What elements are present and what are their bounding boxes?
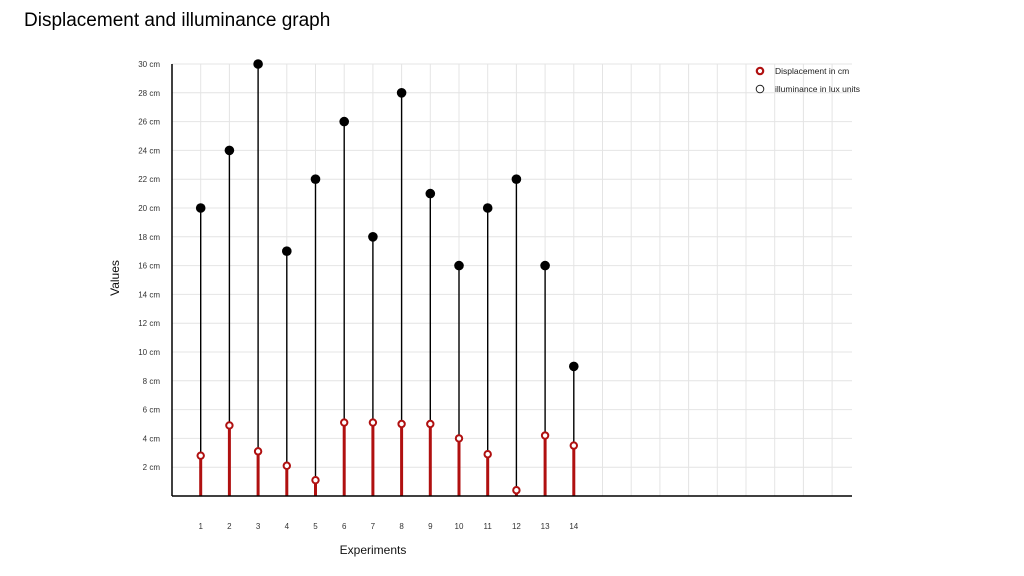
chart-title: Displacement and illuminance graph	[24, 10, 331, 31]
y-tick-label: 20 cm	[138, 204, 160, 213]
illuminance-point	[253, 59, 263, 69]
y-tick-label: 22 cm	[138, 175, 160, 184]
displacement-point	[225, 421, 234, 430]
displacement-point	[426, 419, 435, 429]
y-tick-label: 24 cm	[138, 146, 160, 155]
displacement-point	[282, 461, 291, 470]
tick-labels: 2 cm 4 cm 6 cm 8 cm 10 cm 12 cm 14 cm 16 cm 18 c…	[138, 60, 579, 531]
displacement-point	[512, 486, 521, 495]
y-tick-label: 4 cm	[143, 434, 161, 443]
illuminance-point	[569, 361, 579, 372]
legend-label-illuminance: illuminance in lux units	[775, 84, 860, 94]
x-tick-label: 12	[512, 522, 521, 531]
x-tick-label: 3	[256, 522, 261, 531]
illuminance-point	[482, 203, 493, 213]
legend-marker-displacement	[755, 66, 765, 76]
y-tick-label: 14 cm	[138, 290, 160, 299]
illuminance-point	[511, 174, 522, 184]
x-tick-label: 7	[371, 522, 376, 531]
x-tick-label: 4	[285, 522, 290, 531]
illuminance-point	[310, 174, 321, 184]
displacement-point	[311, 475, 320, 485]
x-tick-label: 13	[541, 522, 550, 531]
displacement-point	[540, 431, 550, 440]
illuminance-point	[425, 188, 436, 199]
x-tick-label: 6	[342, 522, 347, 531]
x-tick-label: 2	[227, 522, 232, 531]
stems	[195, 59, 579, 496]
y-tick-label: 10 cm	[138, 348, 160, 357]
legend-marker-illuminance	[755, 84, 765, 94]
legend: Displacement in cm illuminance in lux un…	[755, 66, 860, 94]
x-tick-label: 11	[484, 522, 493, 531]
x-tick-label: 14	[569, 522, 578, 531]
y-tick-label: 16 cm	[138, 262, 160, 271]
illuminance-point	[368, 232, 378, 242]
illuminance-point	[224, 145, 235, 156]
illuminance-point	[282, 246, 292, 256]
illuminance-point	[540, 260, 550, 271]
x-axis-label: Experiments	[340, 543, 407, 557]
displacement-point	[569, 441, 578, 450]
y-tick-label: 8 cm	[143, 377, 161, 386]
illuminance-point	[339, 116, 350, 127]
illuminance-point	[454, 260, 464, 271]
displacement-point	[340, 418, 349, 427]
x-tick-label: 9	[428, 522, 433, 531]
displacement-point	[368, 418, 378, 427]
illuminance-point	[396, 88, 407, 98]
illuminance-point	[195, 203, 206, 213]
x-tick-label: 10	[455, 522, 464, 531]
y-tick-label: 26 cm	[138, 118, 160, 127]
y-axis-label: Values	[108, 260, 122, 296]
y-tick-label: 18 cm	[138, 233, 160, 242]
grid	[172, 63, 852, 496]
x-tick-label: 5	[313, 522, 318, 531]
displacement-point	[196, 451, 205, 460]
x-tick-label: 8	[399, 522, 404, 531]
y-tick-label: 30 cm	[138, 60, 160, 69]
displacement-point	[454, 434, 464, 443]
y-tick-label: 12 cm	[138, 319, 160, 328]
legend-label-displacement: Displacement in cm	[775, 66, 849, 76]
y-tick-label: 2 cm	[143, 463, 161, 472]
y-tick-label: 6 cm	[143, 406, 161, 415]
displacement-point	[397, 419, 406, 429]
y-tick-label: 28 cm	[138, 89, 160, 98]
displacement-point	[483, 450, 492, 459]
x-tick-label: 1	[198, 522, 203, 531]
displacement-point	[253, 447, 263, 456]
